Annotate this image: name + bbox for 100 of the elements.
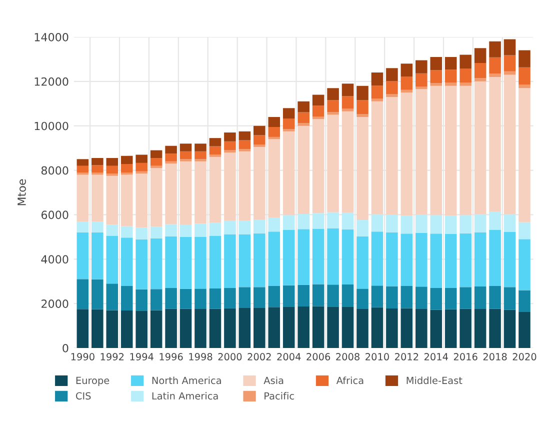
x-tick-label: 2014 bbox=[424, 353, 448, 360]
x-tick-label: 2002 bbox=[248, 353, 271, 360]
bar bbox=[150, 238, 162, 290]
bar bbox=[327, 212, 339, 228]
bar bbox=[238, 151, 251, 221]
bar bbox=[400, 308, 413, 348]
bar bbox=[194, 144, 206, 152]
bar bbox=[371, 86, 384, 99]
bar bbox=[489, 57, 501, 74]
bar bbox=[444, 309, 457, 348]
x-tick-label: 1994 bbox=[130, 353, 154, 360]
bar bbox=[209, 156, 222, 223]
x-tick-label: 1992 bbox=[100, 353, 124, 360]
bar bbox=[268, 232, 280, 286]
bar bbox=[254, 233, 266, 288]
bar bbox=[136, 174, 148, 228]
bar bbox=[150, 226, 162, 238]
bar bbox=[312, 228, 324, 284]
x-tick-label: 2008 bbox=[336, 353, 360, 360]
legend-label: Pacific bbox=[264, 392, 294, 400]
bar bbox=[120, 286, 133, 310]
x-tick-label: 2012 bbox=[395, 353, 418, 360]
bar bbox=[150, 158, 162, 166]
bar bbox=[106, 236, 118, 284]
bar bbox=[444, 56, 457, 70]
bar bbox=[342, 284, 354, 307]
bar bbox=[430, 310, 442, 348]
bar bbox=[312, 306, 324, 348]
bar bbox=[165, 164, 177, 224]
x-tick-label: 1998 bbox=[189, 353, 212, 360]
bar bbox=[298, 284, 310, 306]
bar bbox=[282, 131, 295, 216]
bar bbox=[120, 174, 133, 226]
bar bbox=[460, 308, 472, 348]
y-tick-label: 0 bbox=[62, 344, 68, 352]
bar bbox=[356, 308, 368, 348]
bar bbox=[504, 55, 516, 72]
y-tick-label: 4000 bbox=[41, 255, 68, 264]
bar bbox=[489, 76, 501, 212]
bar bbox=[342, 111, 354, 213]
bar bbox=[327, 88, 339, 100]
bar bbox=[298, 214, 310, 230]
bar bbox=[327, 112, 339, 115]
bar bbox=[489, 230, 501, 286]
legend-label: CIS bbox=[76, 392, 91, 400]
bar bbox=[400, 76, 413, 90]
bar bbox=[430, 215, 442, 234]
bar bbox=[386, 81, 398, 94]
bar bbox=[518, 50, 530, 68]
legend-label: Europe bbox=[76, 376, 110, 386]
bar bbox=[356, 114, 368, 117]
bar bbox=[92, 279, 104, 310]
bar bbox=[371, 307, 384, 348]
bar bbox=[342, 96, 354, 109]
bar bbox=[120, 226, 133, 238]
bar bbox=[371, 286, 384, 308]
bar bbox=[400, 234, 413, 286]
bar bbox=[460, 54, 472, 69]
bar bbox=[76, 279, 89, 310]
bar bbox=[400, 286, 413, 308]
bar bbox=[371, 98, 384, 102]
bar bbox=[76, 222, 89, 232]
bar bbox=[356, 86, 368, 100]
bar bbox=[136, 162, 148, 172]
bar bbox=[194, 236, 206, 289]
bar bbox=[342, 212, 354, 230]
bar bbox=[518, 312, 530, 348]
bar bbox=[194, 288, 206, 309]
bar bbox=[444, 82, 457, 86]
bar bbox=[254, 135, 266, 145]
bar bbox=[180, 224, 192, 237]
bar bbox=[416, 73, 428, 87]
bar bbox=[120, 164, 133, 172]
bar bbox=[76, 232, 89, 280]
bar bbox=[224, 308, 236, 348]
bar bbox=[136, 239, 148, 290]
bar bbox=[150, 310, 162, 348]
bar bbox=[165, 288, 177, 309]
bar bbox=[92, 222, 104, 232]
bar bbox=[312, 94, 324, 106]
legend-label: Asia bbox=[264, 376, 284, 384]
bar bbox=[180, 151, 192, 160]
bar bbox=[444, 234, 457, 288]
bar bbox=[165, 224, 177, 236]
y-tick-label: 8000 bbox=[41, 166, 68, 175]
bar bbox=[416, 86, 428, 90]
bar bbox=[254, 146, 266, 220]
y-axis-title: Mtoe bbox=[18, 179, 26, 206]
x-tick-label: 2020 bbox=[512, 353, 536, 360]
bar bbox=[165, 161, 177, 164]
bar bbox=[120, 238, 133, 286]
bar bbox=[356, 236, 368, 289]
bar bbox=[224, 152, 236, 221]
bar bbox=[238, 131, 251, 140]
bar bbox=[106, 224, 118, 236]
bar bbox=[136, 154, 148, 163]
bar bbox=[106, 176, 118, 225]
bar bbox=[342, 84, 354, 96]
bar bbox=[504, 74, 516, 214]
bar bbox=[136, 310, 148, 348]
